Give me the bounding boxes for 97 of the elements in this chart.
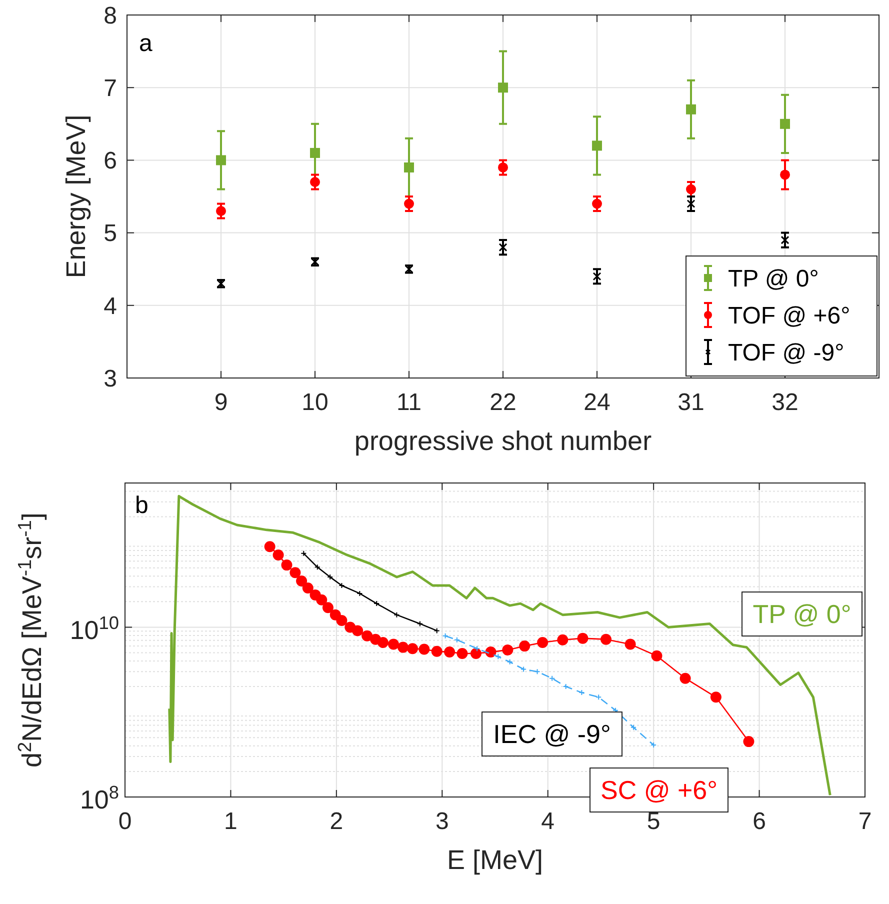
x-tick-label: 7 (858, 808, 872, 835)
x-tick-label: 31 (678, 389, 704, 416)
point (680, 672, 691, 684)
point (296, 576, 308, 587)
point (710, 692, 722, 703)
y-tick-label: 5 (104, 220, 117, 248)
y-tick-label: 4 (104, 292, 117, 320)
point (520, 666, 527, 672)
y-tick-label: 10$^{8}$ (80, 782, 119, 815)
x-tick-label: 22 (490, 389, 516, 416)
x-tick-label: 32 (772, 389, 798, 416)
point (592, 198, 602, 209)
point (592, 140, 602, 151)
point (474, 646, 480, 652)
point (264, 541, 276, 552)
x-tick-label: 2 (330, 808, 344, 835)
point (336, 615, 348, 626)
point (404, 198, 414, 209)
point (686, 184, 696, 194)
x-tick-label: 24 (584, 389, 610, 416)
legend-label: TP @ 0° (728, 265, 819, 292)
point (780, 170, 790, 180)
point (686, 200, 696, 208)
point (534, 668, 540, 675)
point (651, 650, 662, 662)
x-tick-label: 10 (302, 389, 328, 416)
point (506, 658, 513, 665)
point (743, 736, 754, 748)
point (498, 82, 508, 93)
x-tick-label: 9 (214, 389, 228, 416)
point (388, 638, 400, 650)
y-tick-label: 6 (104, 148, 117, 175)
point (456, 648, 468, 660)
point (592, 272, 602, 281)
text: IEC @ -9° (493, 719, 611, 749)
point (537, 637, 548, 648)
x-tick-label: 11 (396, 389, 422, 416)
x-axis-title: E [MeV] (446, 845, 544, 875)
point (418, 644, 430, 655)
x-tick-label: 1 (224, 808, 238, 835)
annotation: b (135, 492, 148, 519)
point (498, 162, 508, 172)
point (404, 162, 414, 172)
point (377, 637, 388, 648)
legend-label: TOF @ +6° (728, 302, 850, 330)
y-tick-label: 8 (104, 2, 117, 30)
point (362, 630, 373, 642)
point (216, 206, 226, 216)
point (407, 643, 418, 654)
point (272, 549, 284, 560)
point (416, 620, 423, 627)
point (780, 118, 790, 129)
point (290, 567, 301, 578)
point (454, 636, 460, 643)
point (310, 148, 320, 158)
point (630, 724, 636, 730)
point (596, 694, 602, 700)
point (322, 602, 334, 614)
point (394, 612, 400, 618)
series-label: TP @ 0° (752, 599, 852, 629)
point (502, 644, 514, 656)
point (431, 646, 442, 657)
point (314, 564, 320, 570)
x-tick-label: 6 (752, 808, 766, 835)
annotation: a (139, 30, 153, 57)
point (686, 104, 696, 114)
x-tick-label: 0 (118, 808, 132, 835)
point (600, 634, 612, 645)
point (302, 582, 314, 594)
x-axis-title: progressive shot number (354, 426, 652, 456)
point (624, 638, 636, 650)
point (316, 594, 328, 606)
x-tick-label: 3 (435, 808, 449, 835)
point (549, 675, 556, 682)
point (557, 634, 568, 646)
point (281, 560, 292, 571)
point (444, 646, 456, 658)
point (398, 642, 409, 653)
point (780, 236, 790, 244)
legend-label: TOF @ -9° (728, 339, 844, 366)
point (310, 176, 320, 187)
x-tick-label: 5 (646, 808, 660, 835)
point (498, 243, 508, 252)
y-axis-title: Energy [MeV] (61, 114, 91, 278)
point (352, 625, 364, 636)
y-tick-label: 10$^{10}$ (70, 612, 119, 645)
point (470, 648, 482, 660)
y-tick-label: 3 (104, 365, 117, 392)
series-label: SC @ +6° (600, 775, 718, 805)
point (577, 632, 588, 644)
point (442, 632, 448, 639)
point (495, 654, 502, 660)
point (519, 640, 530, 652)
point (485, 646, 496, 658)
x-tick-label: 4 (541, 808, 555, 835)
point (216, 155, 226, 166)
y-tick-label: 7 (104, 75, 117, 102)
